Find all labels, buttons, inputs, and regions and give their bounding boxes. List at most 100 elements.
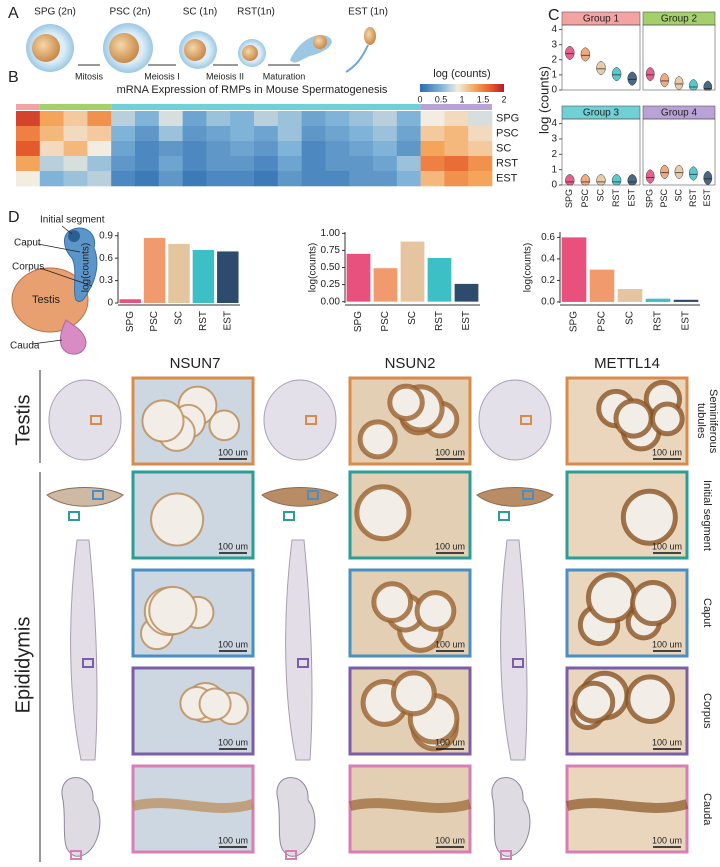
colorbar <box>420 84 504 92</box>
roi-box <box>68 511 80 521</box>
heatmap-cell <box>16 171 41 187</box>
heatmap-cell <box>468 156 493 172</box>
anatomy-label: Testis <box>32 294 61 306</box>
violin <box>580 47 591 62</box>
x-tick-label: SC <box>625 311 636 325</box>
roi-box <box>285 850 297 860</box>
heatmap-cell <box>373 111 398 127</box>
heatmap-cell <box>444 156 469 172</box>
heatmap-cell <box>301 156 326 172</box>
x-tick-label: RST <box>611 188 621 207</box>
heatmap-cell <box>468 126 493 142</box>
anatomy-label: Cauda <box>10 341 40 352</box>
duct <box>565 798 689 813</box>
heatmap-cell <box>444 111 469 127</box>
heatmap-cell <box>39 171 64 187</box>
tissue-label: Testis <box>12 394 34 445</box>
heatmap-cell <box>111 111 136 127</box>
x-tick-label: RST <box>688 188 698 207</box>
heatmap-cell <box>277 111 302 127</box>
heatmap-cell <box>373 156 398 172</box>
x-tick-label: EST <box>681 311 692 330</box>
heatmap-cell <box>373 126 398 142</box>
violin <box>596 61 606 76</box>
heatmap-cell <box>301 111 326 127</box>
duct <box>348 798 472 813</box>
tissue-label: Epididymis <box>12 617 34 714</box>
heatmap-cell <box>16 126 41 142</box>
heatmap-cell <box>182 156 207 172</box>
epididymis-thumbnail <box>476 487 554 507</box>
heatmap-cell <box>444 126 469 142</box>
violin <box>645 67 655 82</box>
heatmap-cell <box>182 141 207 157</box>
heatmap-title: mRNA Expression of RMPs in Mouse Spermat… <box>117 84 388 96</box>
anatomy-label: Corpus <box>12 262 44 273</box>
heatmap-cell <box>349 171 374 187</box>
colorbar-label: log (counts) <box>433 68 490 80</box>
roi-box <box>522 490 534 500</box>
bar <box>373 268 398 302</box>
facet-title: Group 2 <box>661 14 698 25</box>
tubule <box>357 419 398 460</box>
y-tick-label: 1 <box>551 70 557 81</box>
y-axis-label: log(counts) <box>523 243 534 292</box>
transition-label: Meiosis I <box>144 71 180 81</box>
heatmap-cell <box>420 156 445 172</box>
heatmap-cell <box>468 171 493 187</box>
anatomy-label: Caput <box>14 238 41 249</box>
roi-box <box>498 511 510 521</box>
x-tick-label: RST <box>653 311 664 331</box>
scale-bar-label: 100 um <box>435 541 465 551</box>
violin <box>596 173 606 186</box>
y-tick-label: 0.00 <box>321 296 341 307</box>
roi-box <box>305 415 317 425</box>
heatmap-cell <box>158 126 183 142</box>
violin <box>627 173 637 186</box>
heatmap-cell <box>325 141 350 157</box>
violin <box>580 173 591 186</box>
bar <box>589 269 615 302</box>
y-tick-label: 2 <box>551 149 557 160</box>
heatmap-cell <box>277 141 302 157</box>
roi-box <box>512 658 524 668</box>
x-tick-label: SC <box>174 311 185 325</box>
scale-bar-label: 100 um <box>652 835 682 845</box>
x-tick-label: SPG <box>125 311 136 332</box>
roi-box <box>307 490 319 500</box>
violin <box>703 80 713 91</box>
heatmap-cell <box>444 141 469 157</box>
heatmap-cell <box>158 141 183 157</box>
scale-bar-label: 100 um <box>218 447 248 457</box>
transition-label: Maturation <box>263 71 306 81</box>
scale-bar-label: 100 um <box>435 447 465 457</box>
facet-title: Group 3 <box>583 108 620 119</box>
tubule <box>208 409 241 442</box>
x-tick-label: RST <box>198 311 209 331</box>
heatmap-cell <box>135 156 160 172</box>
bar <box>617 289 643 302</box>
tubule <box>649 401 685 437</box>
panel-label: B <box>8 69 19 86</box>
violin <box>674 164 684 180</box>
y-tick-label: 0.4 <box>541 254 555 265</box>
y-axis-label: log (counts) <box>536 66 551 134</box>
heatmap-cell <box>111 171 136 187</box>
violin <box>611 173 622 186</box>
y-tick-label: 4 <box>551 24 557 35</box>
heatmap-cell <box>135 111 160 127</box>
violin <box>565 45 575 61</box>
bar <box>217 251 239 303</box>
tubule <box>148 585 198 636</box>
stage-label: EST (1n) <box>348 7 388 18</box>
epididymis-thumbnail <box>500 539 528 761</box>
x-tick-label: RST <box>434 311 445 331</box>
row-label: SPG <box>496 112 519 124</box>
bar <box>561 237 587 302</box>
epididymis-thumbnail <box>70 539 98 761</box>
y-tick-label: 0.2 <box>541 275 555 286</box>
y-tick-label: 3 <box>551 39 557 50</box>
heatmap-cell <box>63 111 88 127</box>
heatmap-cell <box>420 141 445 157</box>
roi-box <box>500 850 512 860</box>
